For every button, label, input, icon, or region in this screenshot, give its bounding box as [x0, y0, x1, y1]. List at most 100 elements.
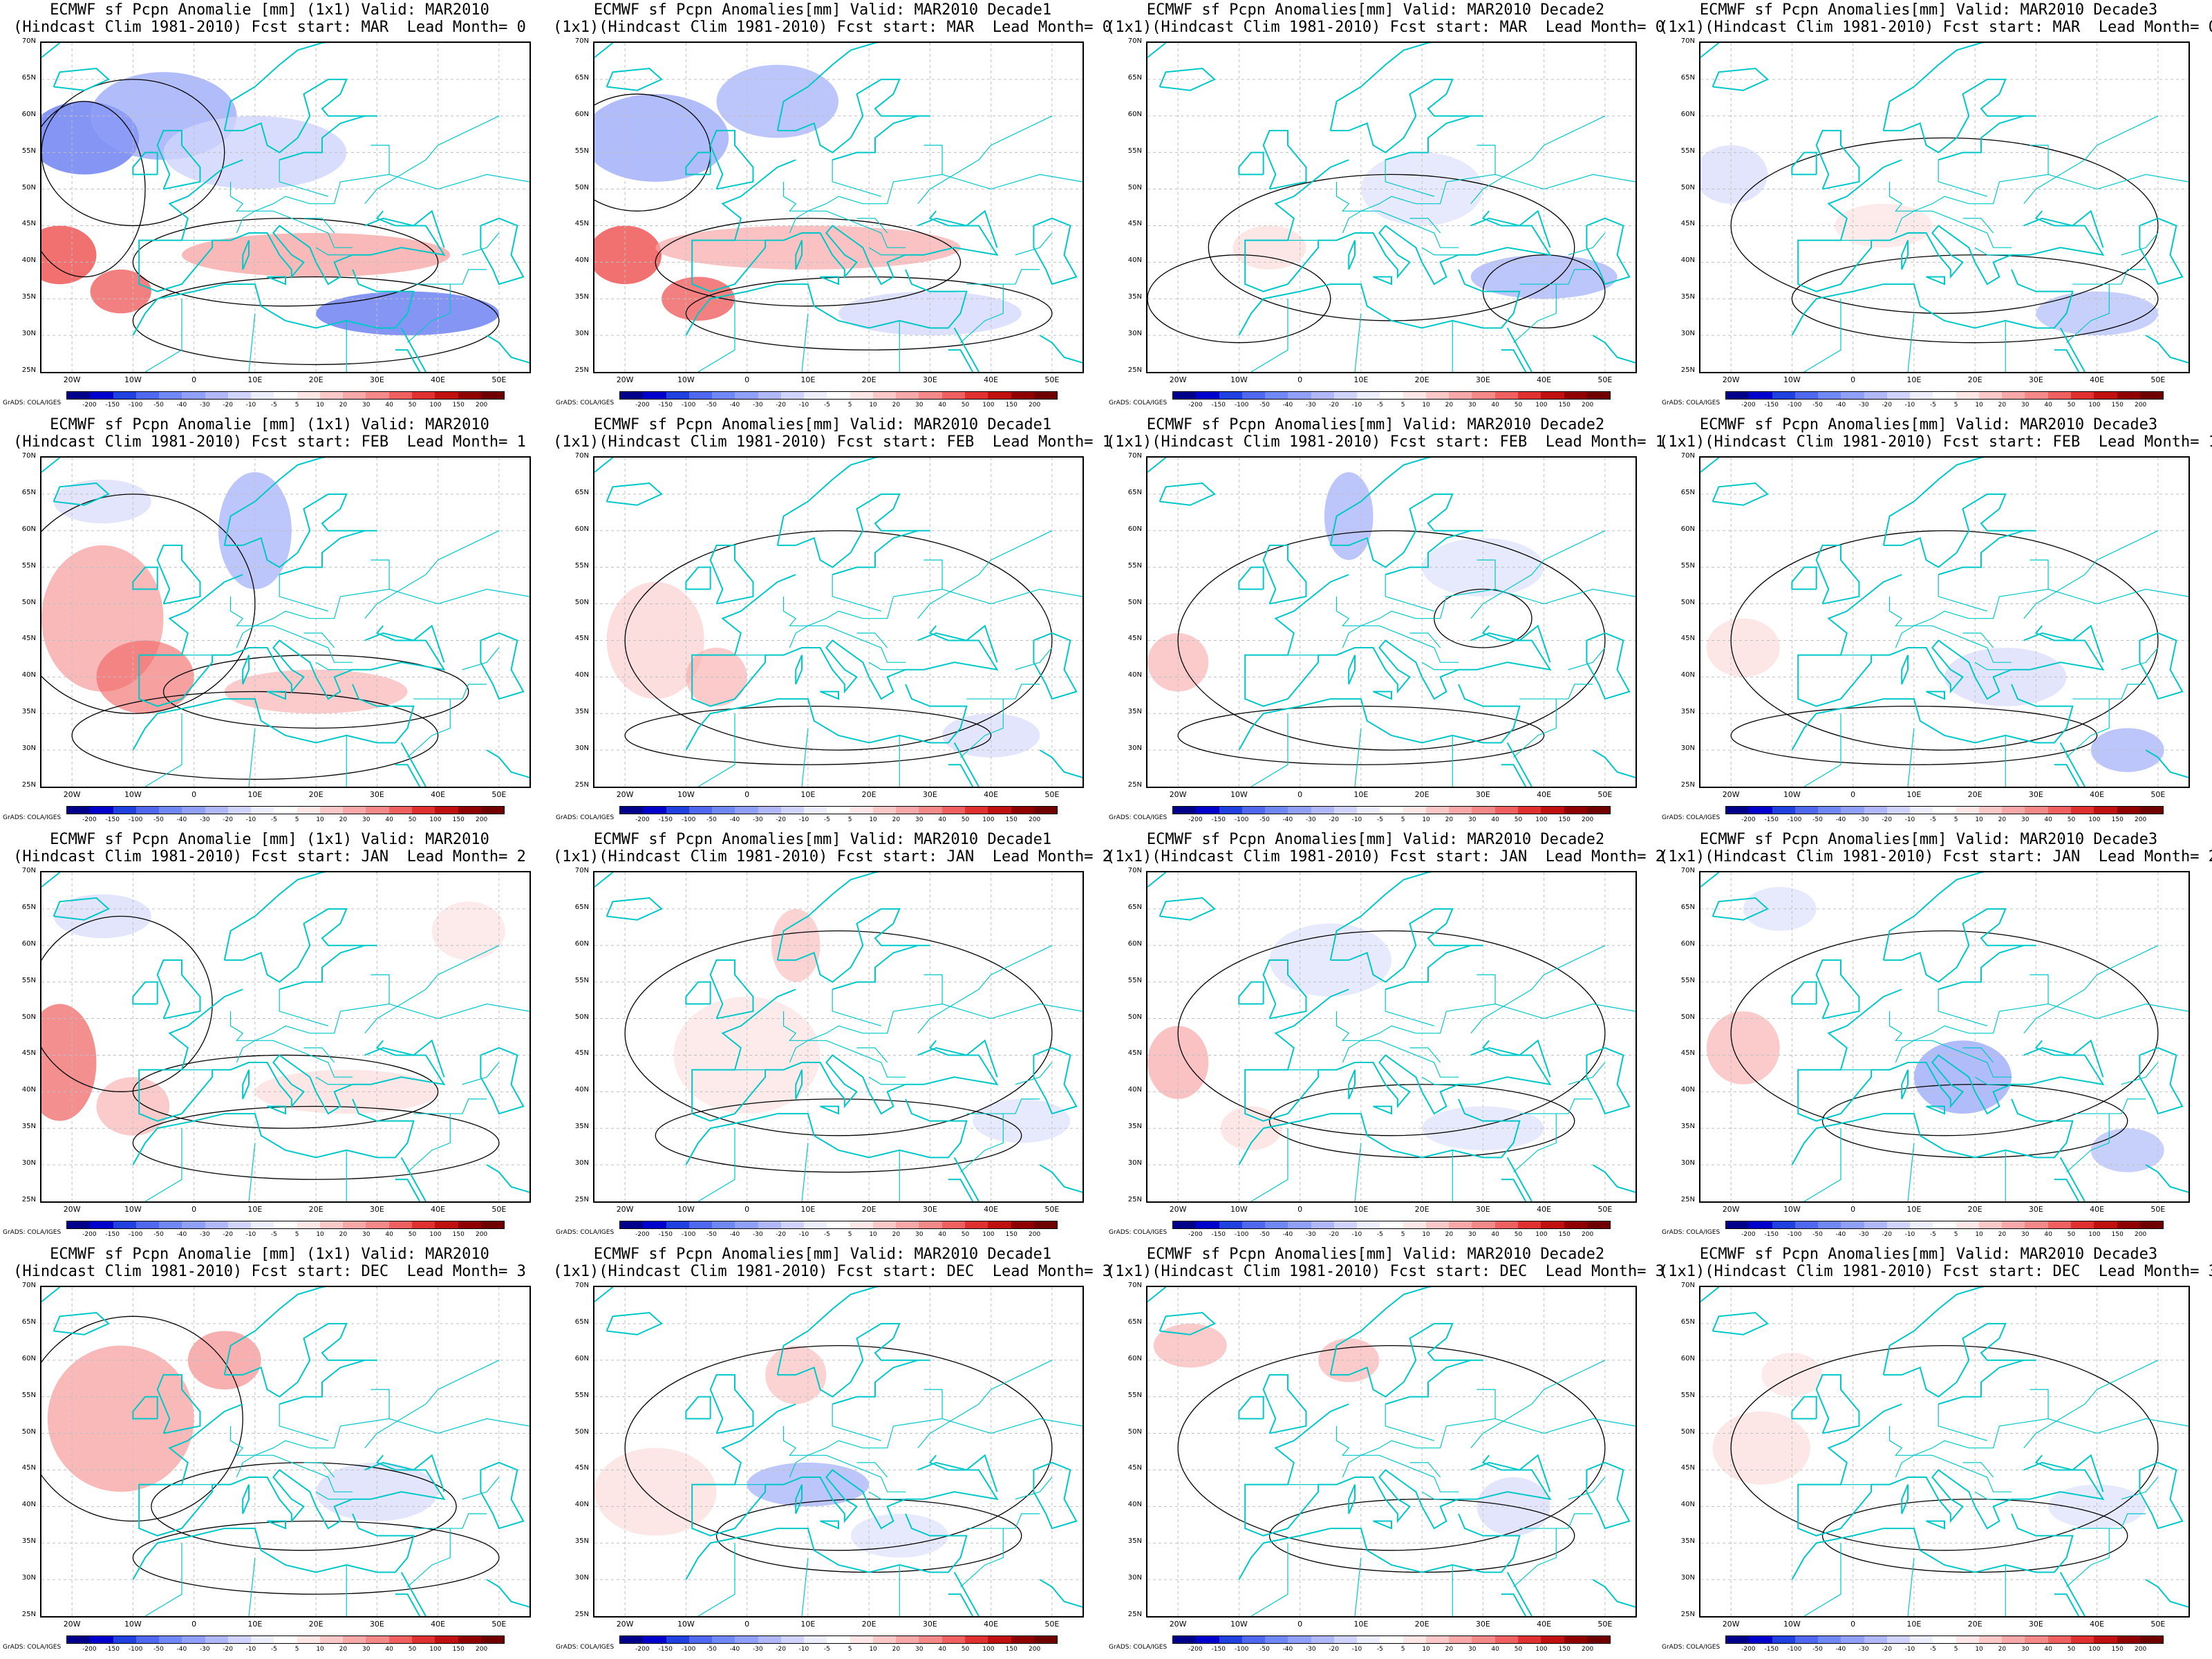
country-border — [1519, 1098, 1593, 1114]
latitude-label: 50N — [21, 598, 36, 606]
coastline — [685, 151, 711, 176]
country-border — [279, 1404, 328, 1441]
forecast-panel: ECMWF sf Pcpn Anomalies[mm] Valid: MAR20… — [1106, 0, 1665, 415]
contour-line — [624, 705, 992, 765]
colorbar-label: -50 — [706, 402, 717, 409]
latitude-label: 45N — [21, 220, 36, 228]
country-border — [960, 1114, 1004, 1173]
longitude-label: 50E — [2150, 375, 2166, 384]
coastline — [395, 764, 421, 787]
longitude-label: 20E — [861, 1620, 877, 1629]
colorbar-swatch — [1033, 1221, 1058, 1228]
forecast-panel: ECMWF sf Pcpn Anomalie [mm] (1x1) Valid:… — [0, 830, 553, 1244]
coastline — [917, 1454, 998, 1492]
longitude-label: 10E — [247, 1620, 263, 1629]
map-canvas — [594, 43, 1082, 372]
latitude-label: 60N — [574, 939, 589, 948]
contour-line — [132, 276, 500, 366]
forecast-panel: ECMWF sf Pcpn Anomalies[mm] Valid: MAR20… — [1659, 415, 2212, 830]
longitude-label: 30E — [369, 375, 384, 384]
longitude-label: 0 — [191, 1205, 197, 1214]
coastline — [820, 1105, 839, 1115]
longitude-label: 10W — [124, 790, 142, 799]
coastline — [1385, 1359, 1472, 1405]
colorbar-swatch — [319, 807, 344, 814]
country-border — [1354, 1557, 1362, 1616]
anomaly-shading — [1913, 1040, 2012, 1114]
coastline — [1592, 335, 1635, 364]
colorbar-label: 10 — [1422, 816, 1430, 823]
colorbar-label: -40 — [729, 1231, 740, 1238]
country-border — [1907, 1557, 1915, 1616]
coastline — [1039, 1164, 1082, 1193]
colorbar-swatch — [1333, 807, 1358, 814]
country-border — [2066, 1114, 2110, 1173]
latitude-label: 70N — [1680, 37, 1695, 45]
colorbar-swatch — [366, 1221, 389, 1228]
colorbar-swatch — [1726, 1221, 1750, 1228]
colorbar-label: -200 — [1188, 816, 1203, 823]
anomaly-shading — [1422, 538, 1544, 597]
colorbar-label: -50 — [153, 1646, 164, 1653]
colorbar-label: 5 — [847, 1231, 852, 1238]
coastline — [395, 1593, 421, 1616]
coastline — [1901, 655, 1909, 685]
coastline — [776, 43, 930, 131]
colorbar-label: 20 — [339, 402, 348, 409]
contour-line — [1730, 930, 2159, 1136]
latitude-label: 60N — [574, 1354, 589, 1362]
country-border — [1803, 713, 1841, 787]
panel-title: ECMWF sf Pcpn Anomalie [mm] (1x1) Valid:… — [13, 831, 526, 865]
colorbar-label: 150 — [1005, 816, 1018, 823]
coastline — [400, 742, 427, 787]
colorbar-label: 200 — [1582, 816, 1594, 823]
anomaly-shading — [1706, 1011, 1780, 1085]
latitude-label: 30N — [574, 1159, 589, 1168]
coastline — [156, 544, 201, 605]
colorbar-swatch — [2094, 392, 2117, 399]
coastline — [795, 240, 803, 270]
country-border — [1962, 632, 1994, 648]
colorbar-label: 30 — [1468, 1646, 1477, 1653]
colorbar-swatch — [458, 392, 481, 399]
colorbar-label: 40 — [2044, 816, 2052, 823]
coastline — [685, 1396, 711, 1420]
country-border — [1888, 1418, 2188, 1456]
longitude-label: 30E — [922, 1620, 937, 1629]
colorbar-swatch — [941, 807, 965, 814]
colorbar-swatch — [274, 1221, 297, 1228]
country-border — [2066, 1528, 2110, 1588]
colorbar-label: -10 — [1351, 1231, 1362, 1238]
coastline — [1501, 764, 1527, 787]
coastline — [1712, 67, 1769, 91]
coastline — [820, 691, 839, 700]
latitude-label: 65N — [21, 488, 36, 496]
colorbar-label: 150 — [452, 816, 465, 823]
coastline — [953, 1157, 980, 1201]
colorbar-label: 40 — [938, 1646, 946, 1653]
colorbar-label: -50 — [153, 816, 164, 823]
colorbar-label: -20 — [1882, 1231, 1892, 1238]
coastline — [1238, 566, 1264, 590]
colorbar-label: -30 — [199, 1646, 210, 1653]
colorbar-swatch — [620, 1221, 644, 1228]
longitude-label: 40E — [2090, 1205, 2105, 1214]
colorbar-swatch — [2025, 1221, 2048, 1228]
coastline — [948, 349, 974, 372]
country-border — [782, 588, 1082, 626]
colorbar-label: -20 — [1329, 1231, 1339, 1238]
colorbar-swatch — [827, 1636, 850, 1643]
grads-credit: GrADS: COLA/IGES — [1662, 814, 1721, 821]
colorbar-swatch — [1956, 1636, 1979, 1643]
colorbar-swatch — [1933, 1636, 1956, 1643]
colorbar-label: 150 — [2111, 1646, 2124, 1653]
colorbar-label: -20 — [223, 816, 233, 823]
colorbar-label: 20 — [1998, 402, 2007, 409]
country-border — [960, 1528, 1004, 1588]
country-border — [856, 1462, 888, 1478]
latitude-label: 70N — [1680, 1282, 1695, 1289]
colorbar-swatch — [159, 1221, 182, 1228]
country-border — [1907, 728, 1915, 787]
colorbar-label: 5 — [847, 816, 852, 823]
grads-credit: GrADS: COLA/IGES — [556, 814, 615, 821]
